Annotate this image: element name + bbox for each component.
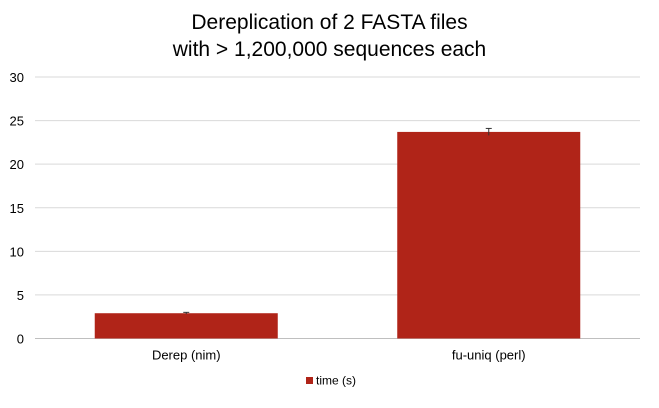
chart-title-line-1: Dereplication of 2 FASTA files — [191, 11, 467, 34]
y-tick-label: 30 — [10, 70, 24, 85]
bar — [94, 313, 278, 339]
y-tick-label: 20 — [10, 157, 24, 172]
legend-swatch — [306, 377, 313, 384]
y-tick-label: 15 — [10, 201, 24, 216]
x-tick-label: fu-uniq (perl) — [452, 348, 526, 363]
gridlines — [35, 76, 640, 339]
bar — [397, 131, 581, 339]
y-axis-tick-labels: 0 5 10 15 20 25 30 — [10, 70, 24, 347]
y-tick-label: 0 — [17, 332, 24, 347]
y-tick-label: 25 — [10, 114, 24, 129]
x-axis-tick-labels: Derep (nim) fu-uniq (perl) — [152, 348, 526, 363]
y-tick-label: 10 — [10, 244, 24, 259]
legend-label: time (s) — [316, 374, 356, 388]
bars — [94, 127, 581, 339]
chart-title-line-2: with > 1,200,000 sequences each — [172, 38, 486, 61]
legend: time (s) — [306, 374, 356, 388]
x-tick-label: Derep (nim) — [152, 348, 221, 363]
y-tick-label: 5 — [17, 288, 24, 303]
